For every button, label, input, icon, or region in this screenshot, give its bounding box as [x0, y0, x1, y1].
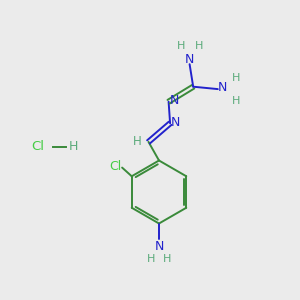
Text: H: H — [146, 254, 155, 265]
Text: N: N — [185, 53, 194, 66]
Text: H: H — [176, 41, 185, 51]
Text: H: H — [133, 135, 142, 148]
Text: N: N — [154, 240, 164, 253]
Text: H: H — [232, 95, 240, 106]
Text: H: H — [163, 254, 172, 265]
Text: Cl: Cl — [109, 160, 121, 173]
Text: Cl: Cl — [31, 140, 44, 154]
Text: H: H — [69, 140, 78, 154]
Text: N: N — [218, 81, 227, 94]
Text: H: H — [232, 73, 240, 83]
Text: N: N — [169, 94, 179, 107]
Text: H: H — [194, 41, 203, 51]
Text: N: N — [171, 116, 180, 129]
